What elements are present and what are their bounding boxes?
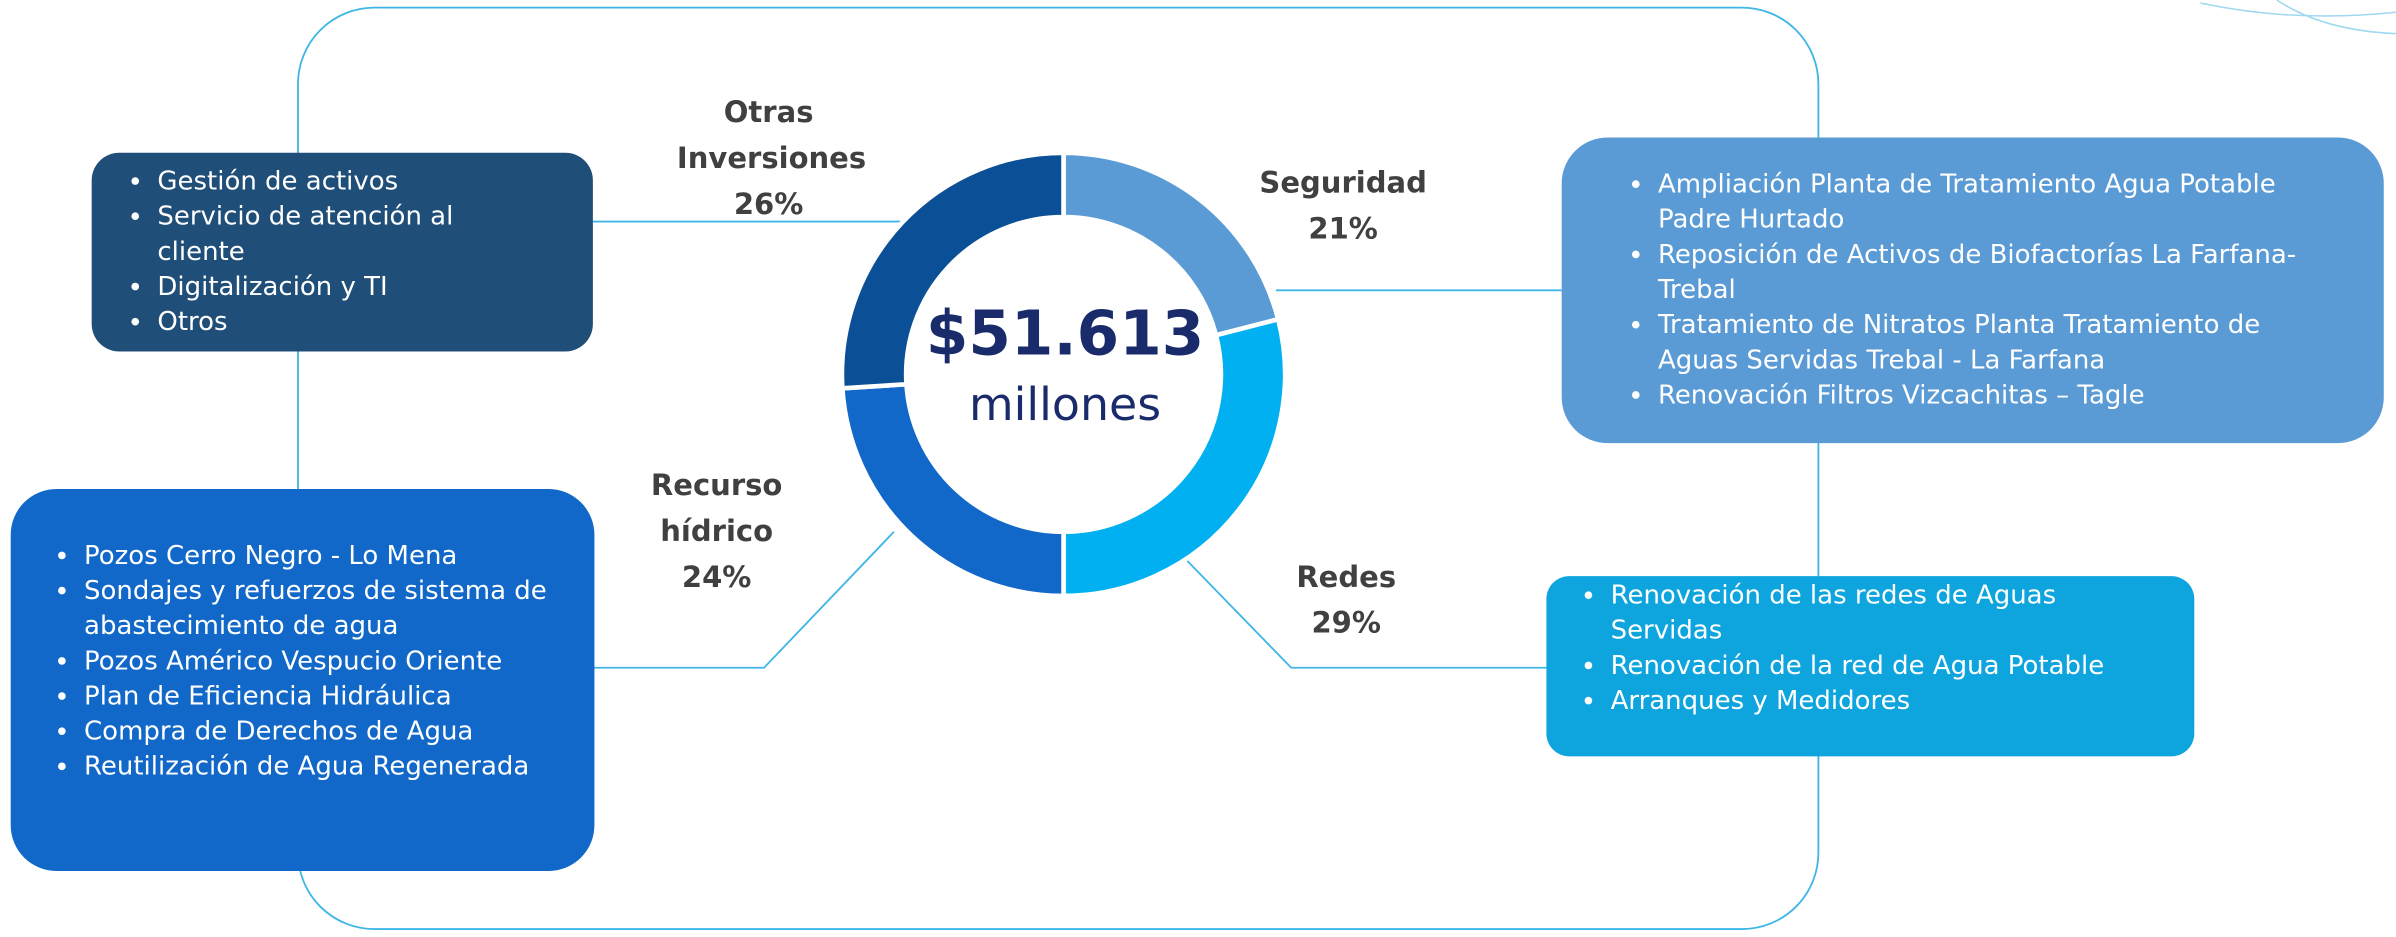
connector	[592, 531, 895, 669]
category-label: Otras Inversiones	[676, 96, 867, 176]
bullet-list: Renovación de las redes de Aguas Servida…	[1574, 579, 2133, 720]
connector	[1183, 557, 1547, 669]
value-label: 26%	[733, 187, 804, 222]
donut-segment	[1061, 316, 1288, 599]
value-label: 21%	[1308, 212, 1378, 247]
decoration	[2200, 0, 2396, 35]
segment-label: Recurso hídrico 24%	[602, 463, 831, 601]
center-value: $51.613	[925, 299, 1205, 370]
info-box: Renovación de las redes de Aguas Servida…	[1546, 576, 2195, 757]
bullet-item: Pozos Cerro Negro - Lo Mena	[84, 539, 564, 574]
bullet-item: Otros	[157, 306, 531, 341]
bullet-item: Plan de Eficiencia Hidráulica	[84, 680, 564, 715]
donut-segment	[839, 150, 1066, 391]
bullet-item: Gestión de activos	[157, 165, 531, 200]
frame	[297, 6, 1820, 930]
bullet-list: Gestión de activosServicio de atención a…	[121, 165, 532, 341]
bullet-item: Ampliación Planta de Tratamiento Agua Po…	[1658, 168, 2338, 238]
segment-label: Redes 29%	[1232, 555, 1461, 647]
info-box: Gestión de activosServicio de atención a…	[91, 152, 593, 352]
bullet-item: Renovación de la red de Agua Potable	[1611, 649, 2134, 684]
bullet-list: Ampliación Planta de Tratamiento Agua Po…	[1620, 168, 2338, 414]
bullet-item: Arranques y Medidores	[1611, 685, 2134, 720]
bullet-item: Pozos Américo Vespucio Oriente	[84, 645, 564, 680]
bullet-item: Sondajes y refuerzos de sistema de abast…	[84, 575, 564, 645]
segment-label: Seguridad 21%	[1229, 160, 1458, 252]
category-label: Recurso hídrico	[650, 469, 783, 549]
bullet-item: Reposición de Activos de Biofactorías La…	[1658, 238, 2338, 308]
info-box: Pozos Cerro Negro - Lo MenaSondajes y re…	[10, 488, 595, 871]
category-label: Redes	[1296, 560, 1397, 595]
bullet-list: Pozos Cerro Negro - Lo MenaSondajes y re…	[47, 539, 563, 785]
value-label: 29%	[1311, 606, 1381, 641]
bullet-item: Compra de Derechos de Agua	[84, 715, 564, 750]
bullet-item: Renovación Filtros Vizcachitas – Tagle	[1658, 379, 2338, 414]
bullet-item: Servicio de atención al cliente	[157, 200, 531, 270]
bullet-item: Reutilización de Agua Regenerada	[84, 750, 564, 785]
bullet-item: Digitalización y TI	[157, 270, 531, 305]
center-label: millones	[969, 378, 1162, 433]
connectors	[592, 220, 1562, 669]
category-label: Seguridad	[1259, 166, 1427, 201]
segment-label: Otras Inversiones 26%	[654, 90, 883, 228]
info-box: Ampliación Planta de Tratamiento Agua Po…	[1561, 137, 2384, 444]
bullet-item: Renovación de las redes de Aguas Servida…	[1611, 579, 2134, 649]
value-label: 24%	[681, 560, 752, 595]
bullet-item: Tratamiento de Nitratos Planta Tratamien…	[1658, 309, 2338, 379]
